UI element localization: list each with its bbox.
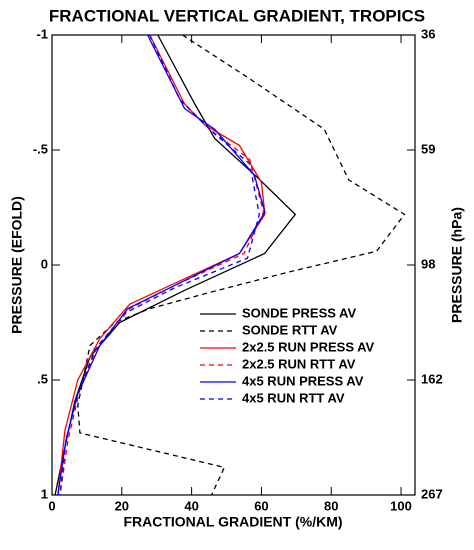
- x-tick-label: 60: [254, 498, 268, 513]
- y-tick-label: 1: [41, 486, 48, 501]
- y2-tick-label: 59: [421, 141, 435, 156]
- x-axis-label: FRACTIONAL GRADIENT (%/KM): [123, 514, 342, 530]
- y-tick-label: -1: [36, 26, 48, 41]
- legend-label: 4x5 RUN RTT AV: [242, 390, 345, 405]
- x-tick-label: 0: [48, 498, 55, 513]
- y2-tick-label: 162: [421, 371, 443, 386]
- y-tick-label: -.5: [33, 141, 48, 156]
- series-line: [54, 34, 297, 496]
- legend-label: SONDE RTT AV: [242, 322, 338, 337]
- plot-frame: [51, 34, 416, 496]
- legend-label: 2x2.5 RUN RTT AV: [242, 356, 356, 371]
- x-tick-label: 80: [324, 498, 338, 513]
- series-line: [59, 34, 260, 496]
- y-tick-label: 0: [41, 256, 48, 271]
- legend-label: SONDE PRESS AV: [242, 305, 356, 320]
- series-line: [57, 34, 266, 496]
- y2-tick-label: 98: [421, 256, 435, 271]
- y2-axis-label: PRESSURE (hPa): [449, 207, 465, 323]
- x-tick-label: 40: [184, 498, 198, 513]
- series-line: [77, 34, 406, 496]
- legend-label: 4x5 RUN PRESS AV: [242, 373, 364, 388]
- y-tick-label: .5: [37, 371, 48, 386]
- y2-tick-label: 36: [421, 26, 435, 41]
- x-tick-label: 100: [390, 498, 412, 513]
- y2-tick-label: 267: [421, 486, 443, 501]
- chart-title: FRACTIONAL VERTICAL GRADIENT, TROPICS: [49, 6, 425, 25]
- series-line: [59, 34, 265, 496]
- x-tick-label: 20: [115, 498, 129, 513]
- series-line: [57, 34, 266, 496]
- legend-label: 2x2.5 RUN PRESS AV: [242, 339, 375, 354]
- y-axis-label: PRESSURE (EFOLD): [9, 196, 25, 334]
